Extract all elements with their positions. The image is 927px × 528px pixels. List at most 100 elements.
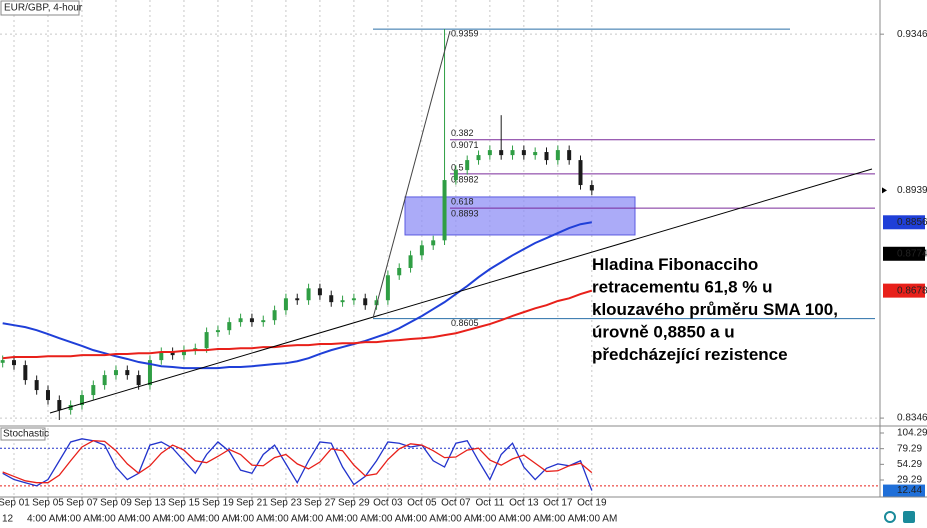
candle-body [283, 298, 288, 311]
fib-zone [404, 196, 636, 236]
candle-body [374, 300, 379, 306]
fib-anchor-line [372, 30, 451, 319]
candle-body [215, 330, 220, 333]
y-tick-label: 79.29 [897, 443, 922, 454]
time-label: 4:00 AM [442, 514, 479, 525]
indicator-title: Stochastic [3, 429, 49, 440]
fib-price-label: 0.9071 [451, 140, 479, 150]
time-label: 4:00 AM [235, 514, 272, 525]
indicator-title-box [0, 427, 46, 441]
time-label: 4:00 AM [96, 514, 133, 525]
candle-body [125, 370, 130, 376]
candle-body [57, 400, 62, 411]
x-tick-label: Oct 17 [543, 498, 573, 509]
expand-icon[interactable] [903, 511, 915, 523]
time-label: 4:00 AM [511, 514, 548, 525]
time-label: 4:00 AM [408, 514, 445, 525]
candle-body [465, 160, 470, 171]
candle-body [442, 180, 447, 241]
fib-ratio-label: 0.618 [451, 196, 474, 206]
annotation: klouzavého průměru SMA 100, [592, 300, 838, 319]
x-tick-label: Sep 07 [66, 498, 98, 509]
price-marker [883, 283, 925, 298]
time-label: 4:00 AM [338, 514, 375, 525]
candle-body [419, 245, 424, 256]
candle-body [261, 320, 266, 323]
x-tick-label: Sep 05 [32, 498, 64, 509]
candle-body [181, 350, 186, 356]
y-tick-label: 29.29 [897, 475, 922, 486]
y-tick-label: 54.29 [897, 459, 922, 470]
candle-body [453, 170, 458, 181]
candle-body [567, 150, 572, 161]
stochastic-line [2, 440, 593, 484]
time-label: 4:00 AM [62, 514, 99, 525]
candle-body [510, 150, 515, 156]
candle-body [363, 298, 368, 306]
sync-icon[interactable] [884, 511, 896, 523]
x-tick-label: Oct 03 [373, 498, 403, 509]
x-tick-label: Sep 01 [0, 498, 30, 509]
x-tick-label: Sep 29 [338, 498, 370, 509]
time-label: 4:00 AM [546, 514, 583, 525]
candle-body [147, 360, 152, 386]
x-tick-label: Sep 09 [100, 498, 132, 509]
candle-body [12, 360, 16, 366]
time-label: 4:00 AM [304, 514, 341, 525]
x-tick-label: Sep 13 [134, 498, 166, 509]
x-tick-label: Sep 23 [270, 498, 302, 509]
candle-body [45, 390, 50, 401]
price-marker [883, 246, 925, 261]
time-label: 4:00 AM [27, 514, 64, 525]
candle-body [578, 160, 583, 186]
x-tick-label: Oct 13 [509, 498, 539, 509]
candle-body [521, 150, 526, 156]
price-marker-label: 0.8939 [897, 185, 927, 196]
candle-body [272, 310, 277, 321]
time-label: 12 [2, 514, 14, 525]
price-marker-label: 0.8678 [897, 285, 927, 296]
x-tick-label: Oct 05 [407, 498, 437, 509]
time-label: 4:00 AM [373, 514, 410, 525]
fib-ratio-label: 0.382 [451, 128, 474, 138]
candle-body [317, 288, 322, 296]
candle-body [589, 185, 594, 191]
indicator-marker-label: 12.44 [897, 485, 922, 496]
fib-price-label: 0.8982 [451, 174, 479, 184]
candle-body [0, 360, 5, 363]
x-tick-label: Sep 15 [168, 498, 200, 509]
candle-body [295, 298, 300, 301]
sma-line [2, 221, 592, 370]
candle-body [499, 150, 504, 156]
x-tick-label: Sep 27 [304, 498, 336, 509]
price-marker-label: 0.8856 [897, 217, 927, 228]
candle-body [249, 318, 254, 323]
stochastic-line [2, 438, 593, 491]
y-tick-label: 104.29 [897, 428, 927, 439]
price-marker [883, 183, 925, 198]
candle-body [204, 332, 209, 349]
candle-body [476, 155, 481, 161]
candle-body [113, 370, 118, 376]
fib-ratio-label: 0.5 [451, 162, 464, 172]
time-label: 4:00 AM [477, 514, 514, 525]
fib-price-label: 0.9359 [451, 29, 479, 39]
y-tick-label: 0.9346 [897, 29, 927, 40]
annotation: úrovně 0,8850 a u [592, 323, 735, 342]
candle-body [555, 150, 560, 161]
candle-body [487, 150, 492, 156]
candle-body [340, 300, 345, 303]
candle-body [408, 255, 413, 268]
time-label: 4:00 AM [581, 514, 618, 525]
x-tick-label: Sep 21 [236, 498, 268, 509]
time-label: 4:00 AM [131, 514, 168, 525]
candle-body [385, 275, 390, 301]
indicator-marker [883, 484, 925, 497]
candle-body [79, 395, 84, 406]
annotation: Hladina Fibonacciho [592, 255, 758, 274]
toolbar-icons[interactable] [884, 511, 915, 523]
candle-body [397, 267, 402, 276]
x-tick-label: Oct 19 [577, 498, 607, 509]
candle-body [238, 318, 243, 323]
